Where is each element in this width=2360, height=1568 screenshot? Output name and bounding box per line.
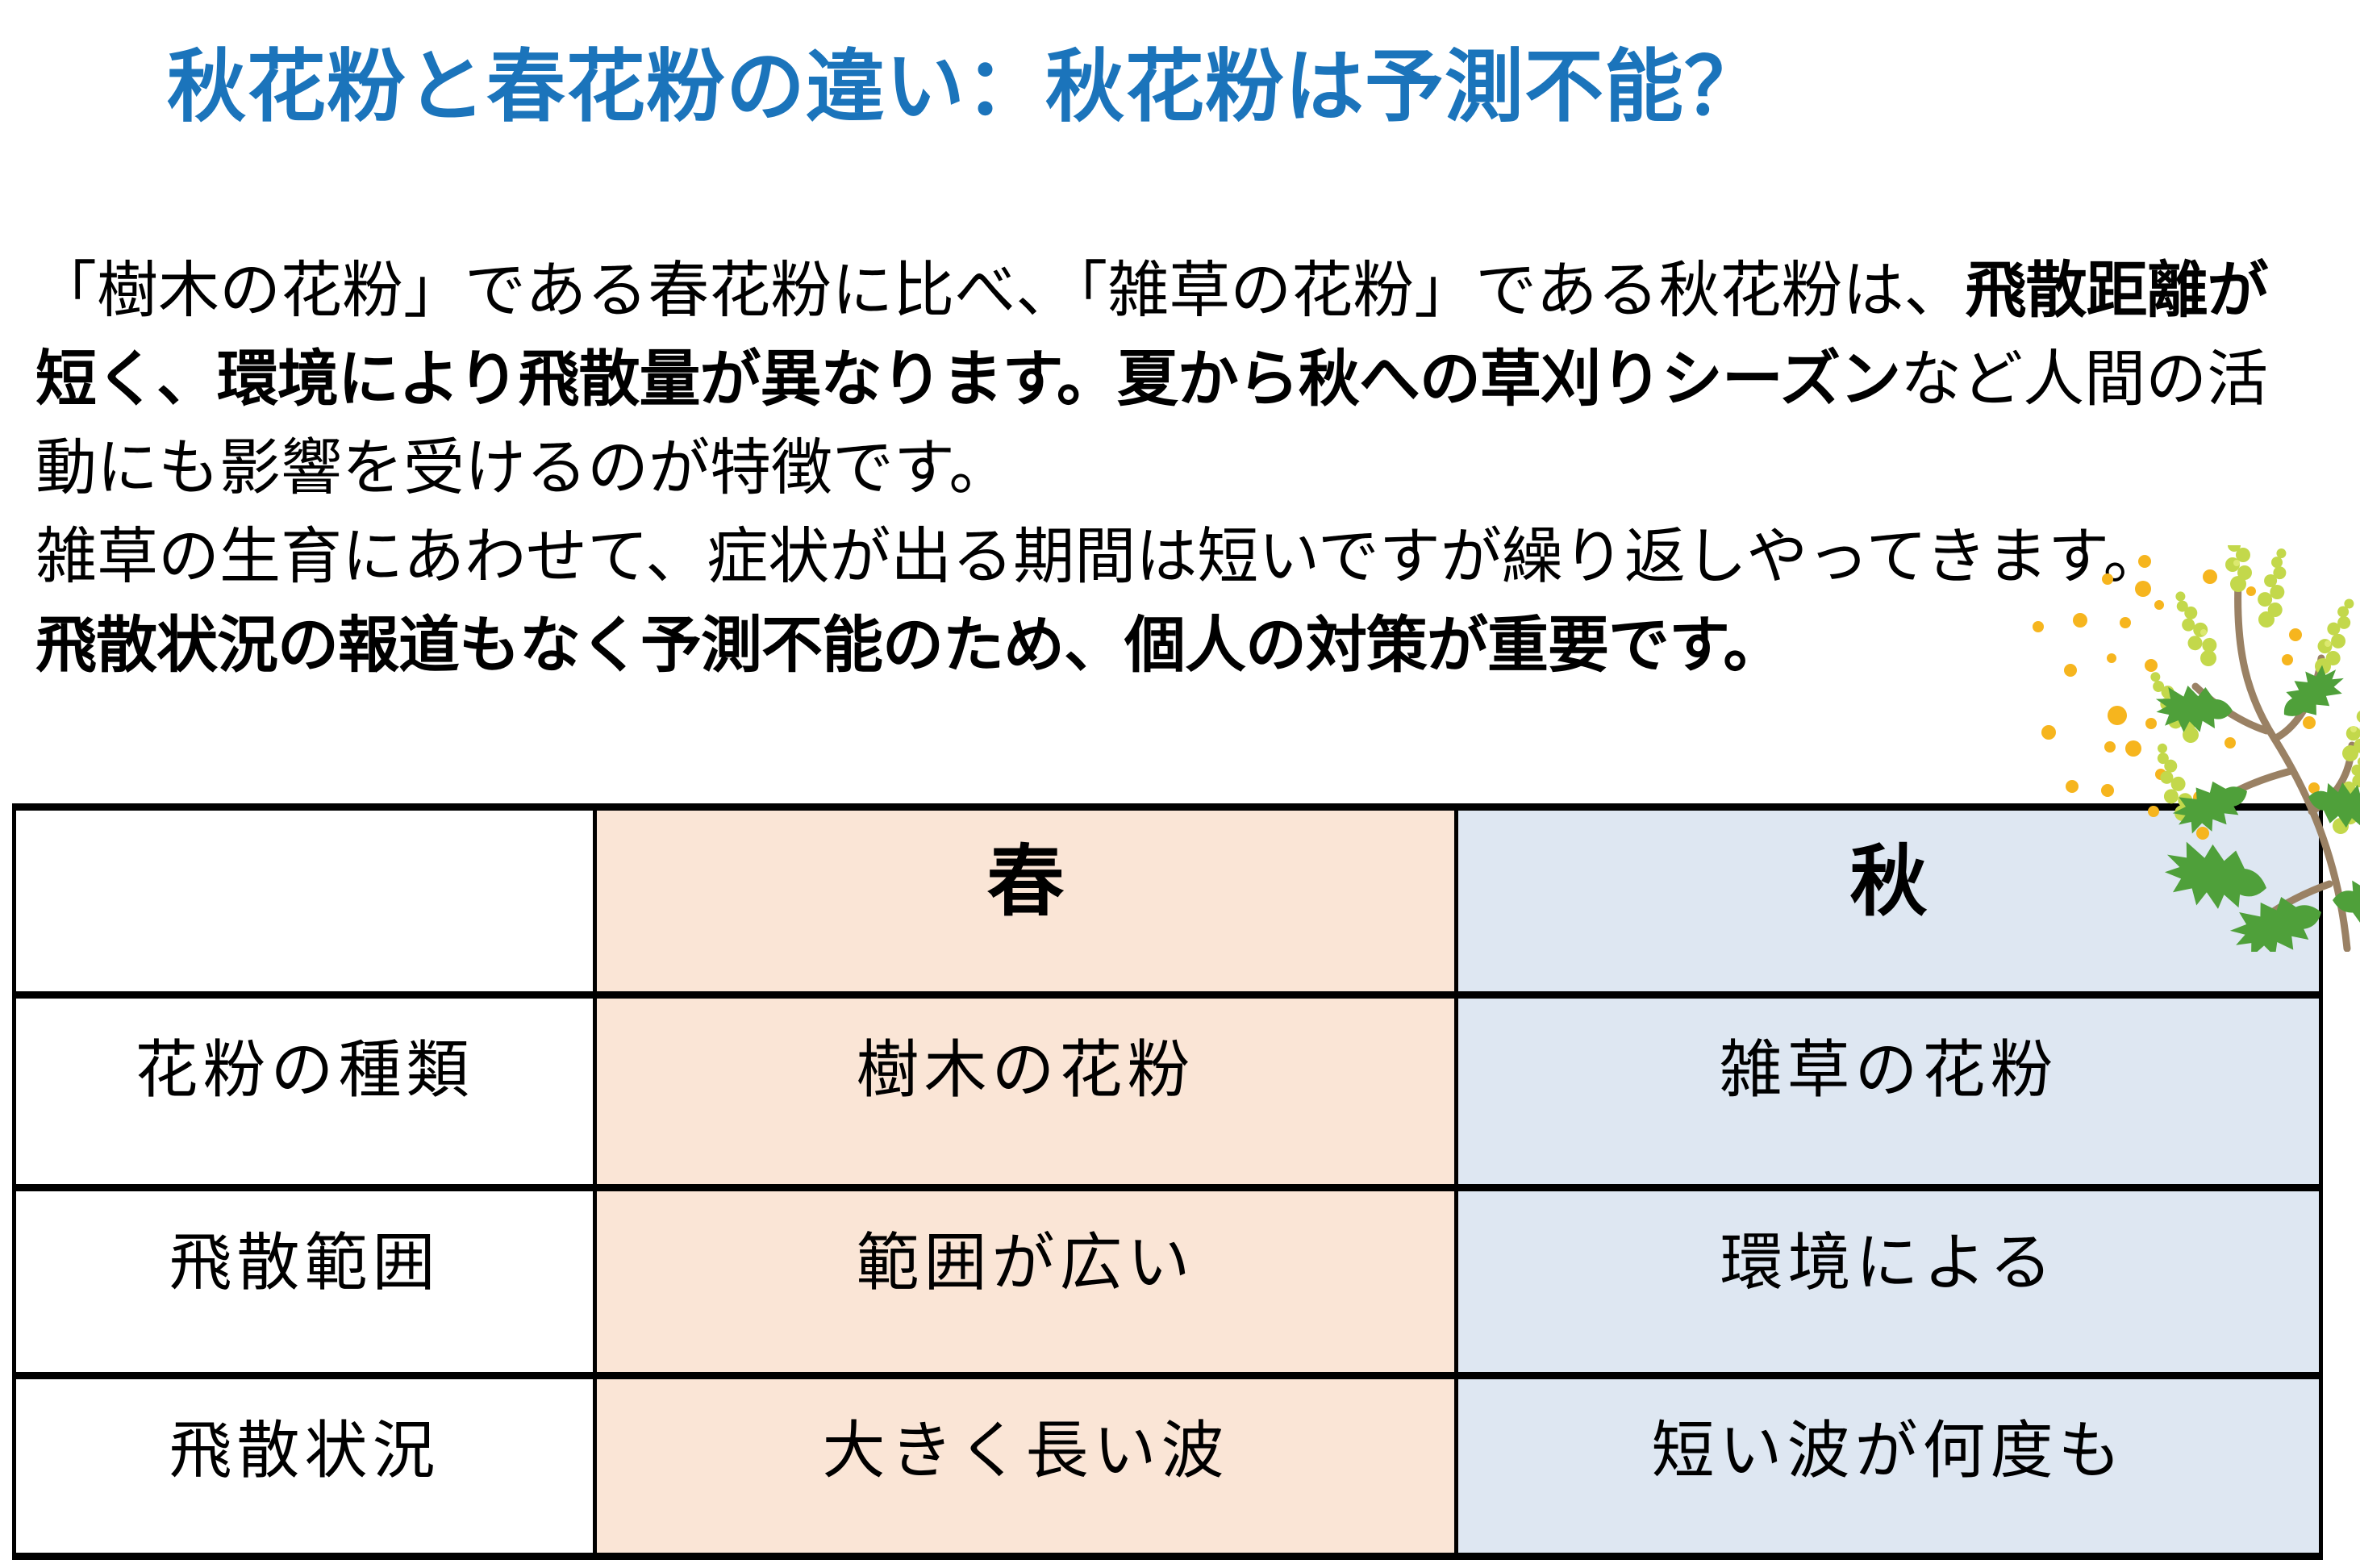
body-line-2: 短く、環境により飛散量が異なります。夏から秋への草刈りシーズンなど人間の活 xyxy=(35,336,2326,424)
body-line-2-bold: 短く、環境により飛散量が異なります。夏から秋への草刈りシーズン xyxy=(35,345,1901,414)
row-label: 飛散状況 xyxy=(12,1372,597,1560)
body-line-4: 雑草の生育にあわせて、症状が出る期間は短いですが繰り返しやってきます。 xyxy=(35,513,2326,602)
row-autumn-value: 環境による xyxy=(1454,1183,2323,1380)
row-autumn-value: 雑草の花粉 xyxy=(1454,990,2323,1191)
table-header-autumn: 秋 xyxy=(1454,803,2323,999)
body-line-3-regular: 動にも影響を受けるのが特徴です。 xyxy=(35,434,1011,503)
body-paragraph: 「樹木の花粉」である春花粉に比べ、「雑草の花粉」である秋花粉は、飛散距離が 短く… xyxy=(35,247,2326,690)
table-row: 花粉の種類 樹木の花粉 雑草の花粉 xyxy=(12,990,2323,1191)
body-line-1: 「樹木の花粉」である春花粉に比べ、「雑草の花粉」である秋花粉は、飛散距離が xyxy=(35,247,2326,336)
row-label: 飛散範囲 xyxy=(12,1183,597,1380)
body-line-3: 動にも影響を受けるのが特徴です。 xyxy=(35,424,2326,513)
row-spring-value: 大きく長い波 xyxy=(593,1372,1458,1560)
body-line-4-regular: 雑草の生育にあわせて、症状が出る期間は短いですが繰り返しやってきます。 xyxy=(35,523,2165,591)
body-line-2-regular: など人間の活 xyxy=(1900,345,2269,414)
table-header-row: 春 秋 xyxy=(12,803,2323,999)
row-spring-value: 範囲が広い xyxy=(593,1183,1458,1380)
table-header-empty xyxy=(12,803,597,999)
table-row: 飛散状況 大きく長い波 短い波が何度も xyxy=(12,1372,2323,1560)
body-line-5-bold: 飛散状況の報道もなく予測不能のため、個人の対策が重要です。 xyxy=(35,611,1784,680)
body-line-1-regular: 「樹木の花粉」である春花粉に比べ、「雑草の花粉」である秋花粉は、 xyxy=(35,256,1966,325)
table-header-spring: 春 xyxy=(593,803,1458,999)
comparison-table: 春 秋 花粉の種類 樹木の花粉 雑草の花粉 飛散範囲 範囲が広い 環境による 飛… xyxy=(12,803,2323,1560)
body-line-5: 飛散状況の報道もなく予測不能のため、個人の対策が重要です。 xyxy=(35,602,2326,690)
row-spring-value: 樹木の花粉 xyxy=(593,990,1458,1191)
table-row: 飛散範囲 範囲が広い 環境による xyxy=(12,1183,2323,1380)
body-line-1-bold: 飛散距離が xyxy=(1965,256,2268,325)
row-autumn-value: 短い波が何度も xyxy=(1454,1372,2323,1560)
row-label: 花粉の種類 xyxy=(12,990,597,1191)
page-title: 秋花粉と春花粉の違い：秋花粉は予測不能？ xyxy=(167,42,1765,131)
